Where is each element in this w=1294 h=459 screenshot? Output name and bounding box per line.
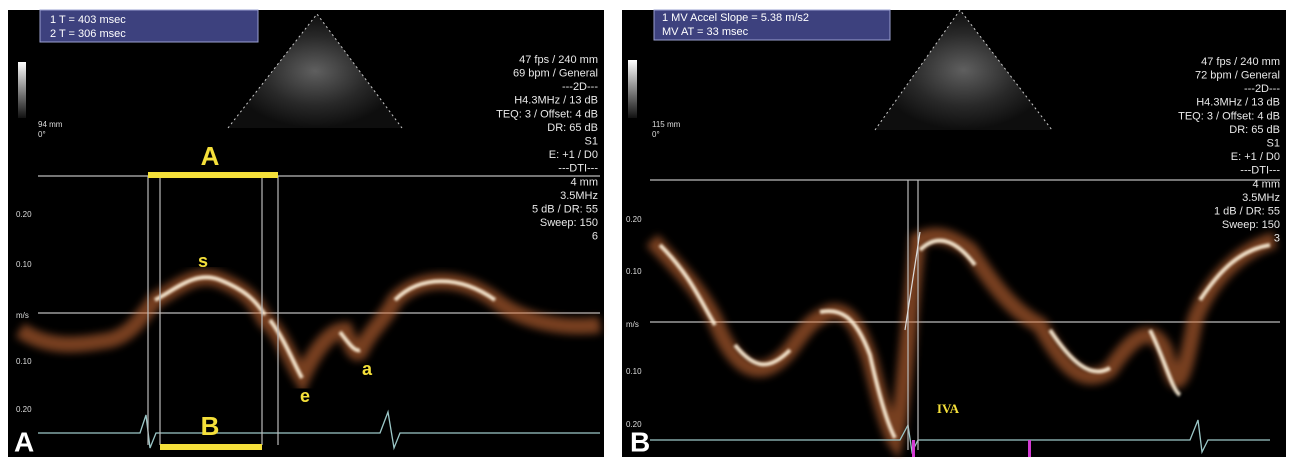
annotation: s bbox=[198, 251, 208, 271]
setting: 1 dB / DR: 55 bbox=[1214, 206, 1280, 218]
setting: 47 fps / 240 mm bbox=[1201, 56, 1280, 68]
velocity-label: 0.20 bbox=[16, 405, 32, 414]
measurement: MV AT = 33 msec bbox=[662, 26, 749, 38]
angle: 0° bbox=[652, 130, 660, 139]
setting: Sweep: 150 bbox=[540, 217, 598, 229]
velocity-label: 0.10 bbox=[626, 367, 642, 376]
setting: E: +1 / D0 bbox=[1231, 151, 1280, 163]
setting: 3 bbox=[1274, 233, 1280, 245]
measurement: 2 T = 306 msec bbox=[50, 28, 126, 40]
setting: 4 mm bbox=[571, 176, 599, 188]
panel-label: B bbox=[630, 426, 650, 457]
setting: Sweep: 150 bbox=[1222, 219, 1280, 231]
setting: 47 fps / 240 mm bbox=[519, 54, 598, 66]
velocity-label: 0.20 bbox=[626, 215, 642, 224]
velocity-label: 0.10 bbox=[16, 260, 32, 269]
measurement: 1 MV Accel Slope = 5.38 m/s2 bbox=[662, 12, 809, 24]
annotation: A bbox=[201, 141, 220, 171]
annotation: e bbox=[300, 386, 310, 406]
depth: 94 mm bbox=[38, 120, 63, 129]
velocity-label: 0.10 bbox=[626, 267, 642, 276]
setting: DR: 65 dB bbox=[1229, 124, 1280, 136]
setting: 72 bpm / General bbox=[1195, 70, 1280, 82]
velocity-label: m/s bbox=[16, 311, 29, 320]
setting: H4.3MHz / 13 dB bbox=[1196, 97, 1280, 109]
velocity-label: 0.20 bbox=[626, 420, 642, 429]
panel-a bbox=[8, 9, 604, 457]
setting: ---2D--- bbox=[562, 81, 598, 93]
panel-b bbox=[622, 9, 1286, 459]
setting: ---DTI--- bbox=[1240, 165, 1280, 177]
setting: 3.5MHz bbox=[1242, 192, 1280, 204]
setting: ---DTI--- bbox=[558, 163, 598, 175]
setting: S1 bbox=[1267, 138, 1280, 150]
angle: 0° bbox=[38, 130, 46, 139]
setting: 3.5MHz bbox=[560, 190, 598, 202]
setting: E: +1 / D0 bbox=[549, 149, 598, 161]
setting: 4 mm bbox=[1253, 178, 1281, 190]
velocity-label: m/s bbox=[626, 320, 639, 329]
annotation: IVA bbox=[937, 401, 960, 416]
setting: 69 bpm / General bbox=[513, 68, 598, 80]
depth: 115 mm bbox=[652, 120, 681, 129]
setting: H4.3MHz / 13 dB bbox=[514, 95, 598, 107]
setting: 6 bbox=[592, 231, 598, 243]
velocity-label: 0.20 bbox=[16, 210, 32, 219]
setting: ---2D--- bbox=[1244, 83, 1280, 95]
setting: 5 dB / DR: 55 bbox=[532, 204, 598, 216]
setting: S1 bbox=[585, 136, 598, 148]
velocity-label: 0.10 bbox=[16, 357, 32, 366]
annotation: a bbox=[362, 359, 373, 379]
annotation: B bbox=[201, 411, 220, 441]
panel-label: A bbox=[14, 426, 34, 457]
setting: TEQ: 3 / Offset: 4 dB bbox=[1178, 110, 1280, 122]
measurement: 1 T = 403 msec bbox=[50, 14, 126, 26]
setting: DR: 65 dB bbox=[547, 122, 598, 134]
setting: TEQ: 3 / Offset: 4 dB bbox=[496, 108, 598, 120]
